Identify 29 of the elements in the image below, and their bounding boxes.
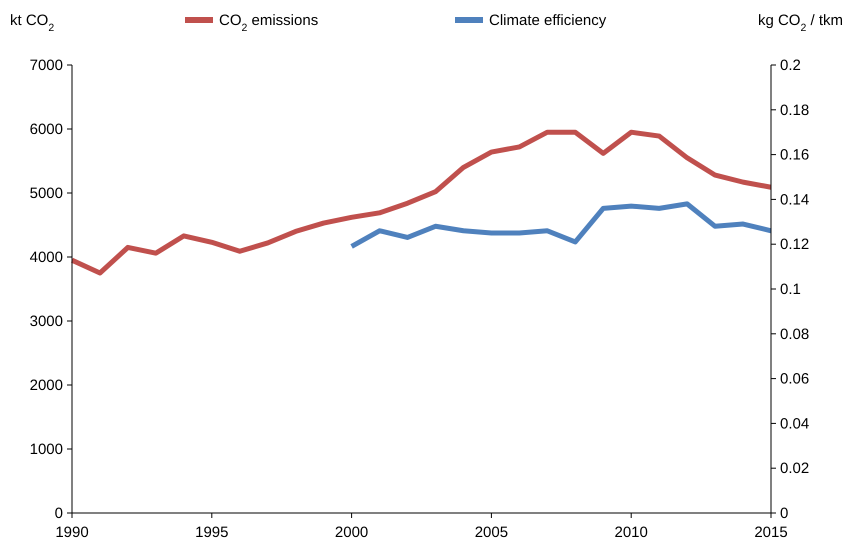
x-tick-label: 1995 [195,524,228,541]
y2-tick-label: 0.08 [780,326,810,343]
x-tick-label: 2015 [754,524,788,541]
x-tick-label: 2010 [614,524,648,541]
y2-tick-label: 0 [780,505,788,522]
y2-tick-label: 0.1 [780,281,801,298]
y2-tick-label: 0.06 [780,370,810,388]
y-tick-label: 3000 [30,313,63,330]
legend-label: CO$_{2}$ emissions [219,12,318,34]
y-tick-label: 1000 [30,441,63,458]
y2-tick-label: 0.12 [780,236,810,254]
y-tick-label: 7000 [30,57,63,74]
y-axis-title: kt CO$_{2}$ [10,12,54,34]
y-tick-label: 4000 [30,249,63,266]
y2-tick-label: 0.14 [780,191,810,208]
y2-axis-title: kg CO$_{2}$ / tkm [758,12,843,34]
y-tick-label: 0 [54,505,63,522]
y-tick-label: 5000 [30,185,63,202]
y2-tick-label: 0.02 [780,460,810,478]
legend-label: Climate efficiency [489,12,607,29]
y2-tick-label: 0.04 [780,415,810,432]
y2-tick-label: 0.2 [780,57,801,74]
y2-tick-label: 0.16 [780,146,810,164]
x-tick-label: 1990 [55,524,89,541]
y2-tick-label: 0.18 [780,102,810,119]
x-tick-label: 2005 [474,524,508,541]
y-tick-label: 2000 [30,377,63,394]
x-tick-label: 2000 [334,524,368,541]
y-tick-label: 6000 [30,121,63,138]
